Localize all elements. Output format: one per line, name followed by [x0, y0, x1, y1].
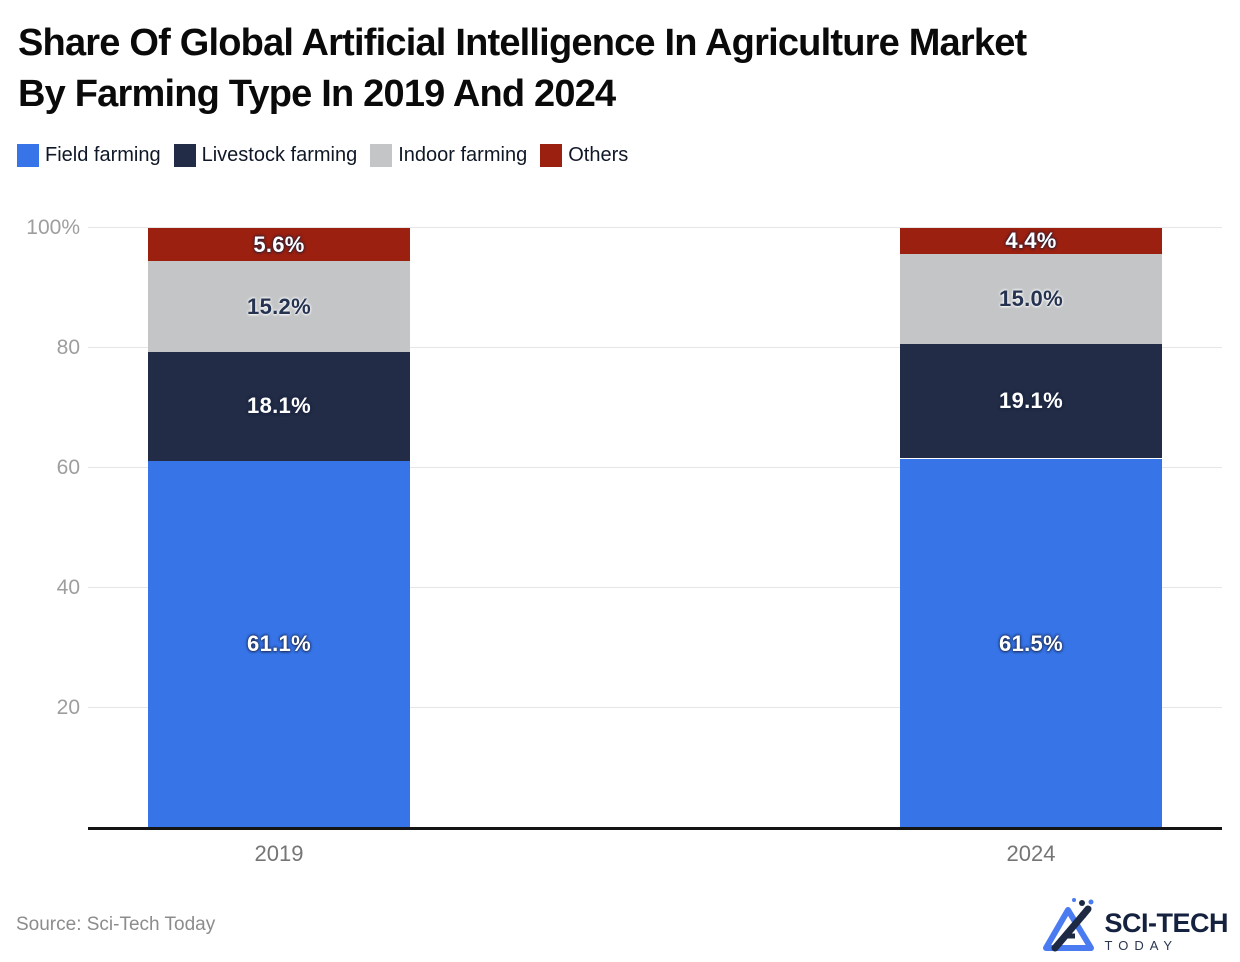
gridline-60 — [88, 467, 1222, 468]
gridline-80 — [88, 347, 1222, 348]
bar-value-label: 18.1% — [247, 393, 311, 419]
legend-item-others: Others — [540, 144, 628, 167]
bar-segment-2019-others: 5.6% — [148, 227, 410, 262]
legend-swatch-livestock-farming — [173, 144, 196, 167]
bar-segment-2024-field-farming: 61.5% — [900, 458, 1162, 828]
legend-label: Field farming — [45, 144, 161, 166]
x-axis-label-2024: 2024 — [1006, 841, 1056, 866]
legend-label: Livestock farming — [201, 144, 358, 166]
y-axis-tick-label: 60 — [56, 455, 80, 479]
bar-value-label: 61.1% — [247, 630, 311, 656]
brand-name: SCI-TECH — [1104, 908, 1229, 938]
gridline-100 — [88, 227, 1222, 228]
bar-value-label: 4.4% — [1005, 227, 1057, 253]
legend-label: Others — [568, 144, 629, 166]
brand-subtitle: TODAY — [1104, 938, 1179, 953]
bar-segment-2024-indoor-farming: 15.0% — [900, 253, 1162, 344]
chart-title-line-2: By Farming Type In 2019 And 2024 — [18, 73, 616, 115]
legend-item-livestock-farming: Livestock farming — [173, 144, 358, 167]
y-axis-tick-label: 20 — [56, 695, 80, 719]
legend: Field farming Livestock farming Indoor f… — [17, 144, 628, 167]
bar-value-label: 15.0% — [999, 285, 1063, 311]
bar-segment-2019-field-farming: 61.1% — [148, 460, 410, 828]
x-axis-label-2019: 2019 — [254, 841, 304, 866]
brand-logo: SCI-TECH TODAY — [1041, 896, 1229, 954]
legend-swatch-others — [540, 144, 563, 167]
chart-title: Share Of Global Artificial Intelligence … — [18, 18, 1208, 120]
bar-value-label: 15.2% — [247, 294, 311, 320]
bar-segment-2024-livestock-farming: 19.1% — [900, 343, 1162, 459]
bar-value-label: 19.1% — [999, 387, 1063, 413]
bar-segment-2019-indoor-farming: 15.2% — [148, 261, 410, 353]
y-axis-tick-label: 40 — [56, 575, 80, 599]
legend-item-indoor-farming: Indoor farming — [370, 144, 527, 167]
y-axis-tick-label: 80 — [56, 335, 80, 359]
source-note: Source: Sci-Tech Today — [16, 914, 216, 935]
x-axis-line — [88, 826, 1222, 830]
legend-swatch-field-farming — [17, 144, 39, 167]
legend-label: Indoor farming — [398, 144, 528, 166]
brand-triangle-icon — [1042, 898, 1094, 952]
brand-text: SCI-TECH TODAY — [1105, 910, 1229, 954]
bar-segment-2024-others: 4.4% — [900, 227, 1162, 254]
gridline-20 — [88, 707, 1222, 708]
legend-swatch-indoor-farming — [370, 144, 393, 167]
bar-value-label: 5.6% — [253, 231, 305, 257]
gridline-40 — [88, 587, 1222, 588]
y-axis-tick-label: 100% — [26, 215, 80, 239]
chart-title-line-1: Share Of Global Artificial Intelligence … — [18, 22, 1027, 64]
legend-item-field-farming: Field farming — [17, 144, 161, 167]
bar-segment-2019-livestock-farming: 18.1% — [148, 352, 410, 461]
bar-value-label: 61.5% — [999, 630, 1063, 656]
